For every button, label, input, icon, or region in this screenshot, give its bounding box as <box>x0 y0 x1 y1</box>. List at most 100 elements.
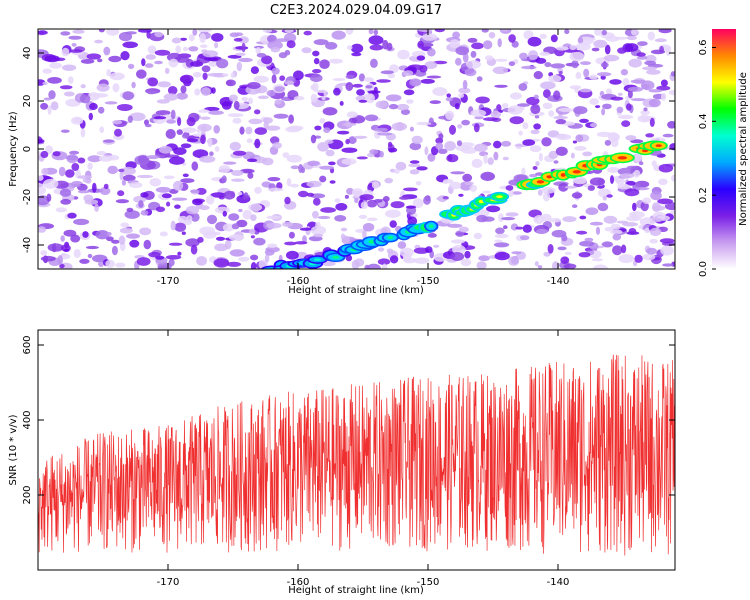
spectrogram-speckle <box>597 202 609 212</box>
spectrogram-speckle <box>569 85 582 90</box>
spectrogram-speckle <box>387 73 395 79</box>
spectrogram-speckle <box>112 83 120 93</box>
spectrogram-speckle <box>395 161 407 171</box>
spectrogram-speckle <box>117 190 125 197</box>
spectrogram-speckle <box>458 193 464 197</box>
spectrogram-speckle <box>622 78 630 87</box>
spectrogram-speckle <box>351 52 362 57</box>
y-tick-label: 40 <box>22 47 33 60</box>
spectrogram-speckle <box>358 73 365 82</box>
spectrogram-speckle <box>604 139 612 146</box>
spectrogram-speckle <box>105 259 115 268</box>
spectrogram-speckle <box>515 226 524 230</box>
spectrogram-speckle <box>669 143 675 151</box>
spectrogram-speckle <box>490 110 501 119</box>
spectrogram-speckle <box>223 190 236 200</box>
spectrogram-speckle <box>572 140 578 144</box>
spectrogram-speckle <box>63 248 70 252</box>
spectrogram-speckle <box>367 217 378 222</box>
spectrogram-speckle <box>607 167 620 173</box>
spectrogram-speckle <box>424 146 429 156</box>
spectrogram-speckle <box>57 255 63 265</box>
spectrogram-speckle <box>97 58 103 63</box>
spectrogram-speckle <box>186 117 196 127</box>
spectrogram-speckle <box>174 222 187 232</box>
spectrogram-speckle <box>158 265 169 269</box>
spectrogram-speckle <box>58 166 66 177</box>
colorbar-tick-label: 0.0 <box>698 261 709 277</box>
spectrogram-speckle <box>146 90 156 95</box>
spectrogram-speckle <box>571 192 583 199</box>
spectrogram-speckle <box>328 58 343 64</box>
spectrogram-speckle <box>527 36 542 47</box>
colorbar-label: Normalized spectral amplitude <box>738 72 749 226</box>
spectrogram-speckle <box>483 40 493 50</box>
spectrogram-speckle <box>310 225 327 236</box>
spectrogram-speckle <box>628 58 642 68</box>
spectrogram-speckle <box>603 54 620 62</box>
spectrogram-speckle <box>494 84 508 88</box>
y-tick-label: 20 <box>22 95 33 108</box>
spectrogram-speckle <box>456 140 463 147</box>
spectrogram-speckle <box>668 89 675 96</box>
spectrogram-speckle <box>86 53 102 60</box>
spectrogram-speckle <box>393 168 400 174</box>
spectrogram-speckle <box>373 29 379 36</box>
spectrogram-speckle <box>427 153 436 162</box>
spectrogram-speckle <box>108 55 122 63</box>
spectrogram-speckle <box>373 199 383 203</box>
spectrogram-speckle <box>399 247 414 258</box>
spectrogram-speckle <box>518 83 528 91</box>
spectrogram-speckle <box>72 29 85 34</box>
spectrogram-speckle <box>550 34 558 43</box>
spectrogram-speckle <box>610 175 614 184</box>
spectrogram-speckle <box>247 172 254 179</box>
spectrogram-speckle <box>92 182 97 193</box>
spectrogram-speckle <box>170 109 176 120</box>
spectrogram-speckle <box>352 83 363 88</box>
spectrogram-speckle <box>626 180 636 186</box>
spectrogram-speckle <box>124 210 140 219</box>
spectrogram-speckle <box>569 44 577 51</box>
spectrogram-speckle <box>511 251 522 255</box>
spectrogram-speckle <box>643 107 648 112</box>
spectrogram-speckle <box>215 236 226 241</box>
spectrogram-speckle <box>239 126 245 135</box>
spectrogram-speckle <box>533 123 541 130</box>
spectrogram-speckle <box>59 263 65 269</box>
spectrogram-speckle <box>354 197 359 204</box>
spectrogram-speckle <box>642 66 657 71</box>
spectrogram-speckle <box>317 215 331 220</box>
spectrogram-speckle <box>422 33 438 41</box>
spectrogram-speckle <box>214 42 219 49</box>
spectrogram-speckle <box>497 38 502 48</box>
spectrogram-speckle <box>312 210 319 219</box>
spectrogram-speckle <box>310 134 317 144</box>
spectrogram-speckle <box>122 41 138 49</box>
spectrogram-speckle <box>591 258 604 262</box>
spectrogram-speckle <box>470 109 487 117</box>
spectrogram-speckle <box>322 107 338 116</box>
spectrogram-speckle <box>384 177 394 184</box>
spectrogram-speckle <box>569 51 585 62</box>
spectrogram-speckle <box>341 158 357 165</box>
spectrogram-speckle <box>120 166 136 176</box>
spectrogram-speckle <box>601 108 606 116</box>
spectrogram-speckle <box>348 136 357 145</box>
spectrogram-speckle <box>379 151 385 158</box>
spectrogram-speckle <box>115 262 126 268</box>
spectrogram-speckle <box>389 220 397 228</box>
spectrogram-speckle <box>646 247 657 255</box>
spectrogram-speckle <box>126 207 134 212</box>
spectrogram-speckle <box>617 92 623 96</box>
spectrogram-speckle <box>657 198 673 205</box>
spectrogram-speckle <box>658 178 668 185</box>
spectrogram-speckle <box>303 30 312 36</box>
spectrogram-speckle <box>449 39 461 49</box>
spectrogram-speckle <box>238 256 250 262</box>
spectrogram-speckle <box>387 141 393 148</box>
spectrogram-speckle <box>617 47 627 54</box>
spectrogram-speckle <box>52 243 57 253</box>
spectrogram-speckle <box>443 179 454 184</box>
spectrogram-speckle <box>319 59 330 69</box>
